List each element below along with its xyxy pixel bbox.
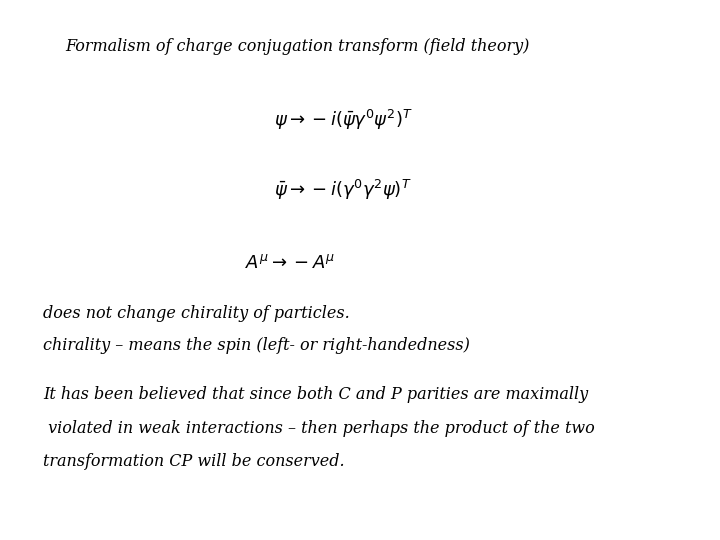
Text: It has been believed that since both C and P parities are maximally: It has been believed that since both C a… (43, 386, 588, 403)
Text: $\bar{\psi} \rightarrow -i(\gamma^0\gamma^2\psi)^T$: $\bar{\psi} \rightarrow -i(\gamma^0\gamm… (274, 178, 411, 202)
Text: violated in weak interactions – then perhaps the product of the two: violated in weak interactions – then per… (43, 420, 595, 436)
Text: $A^\mu \rightarrow -A^\mu$: $A^\mu \rightarrow -A^\mu$ (245, 254, 335, 272)
Text: chirality – means the spin (left- or right-handedness): chirality – means the spin (left- or rig… (43, 338, 470, 354)
Text: $\psi \rightarrow -i(\bar{\psi}\gamma^0\psi^2)^T$: $\psi \rightarrow -i(\bar{\psi}\gamma^0\… (274, 108, 413, 132)
Text: does not change chirality of particles.: does not change chirality of particles. (43, 305, 350, 322)
Text: Formalism of charge conjugation transform (field theory): Formalism of charge conjugation transfor… (65, 38, 529, 55)
Text: transformation CP will be conserved.: transformation CP will be conserved. (43, 453, 345, 470)
